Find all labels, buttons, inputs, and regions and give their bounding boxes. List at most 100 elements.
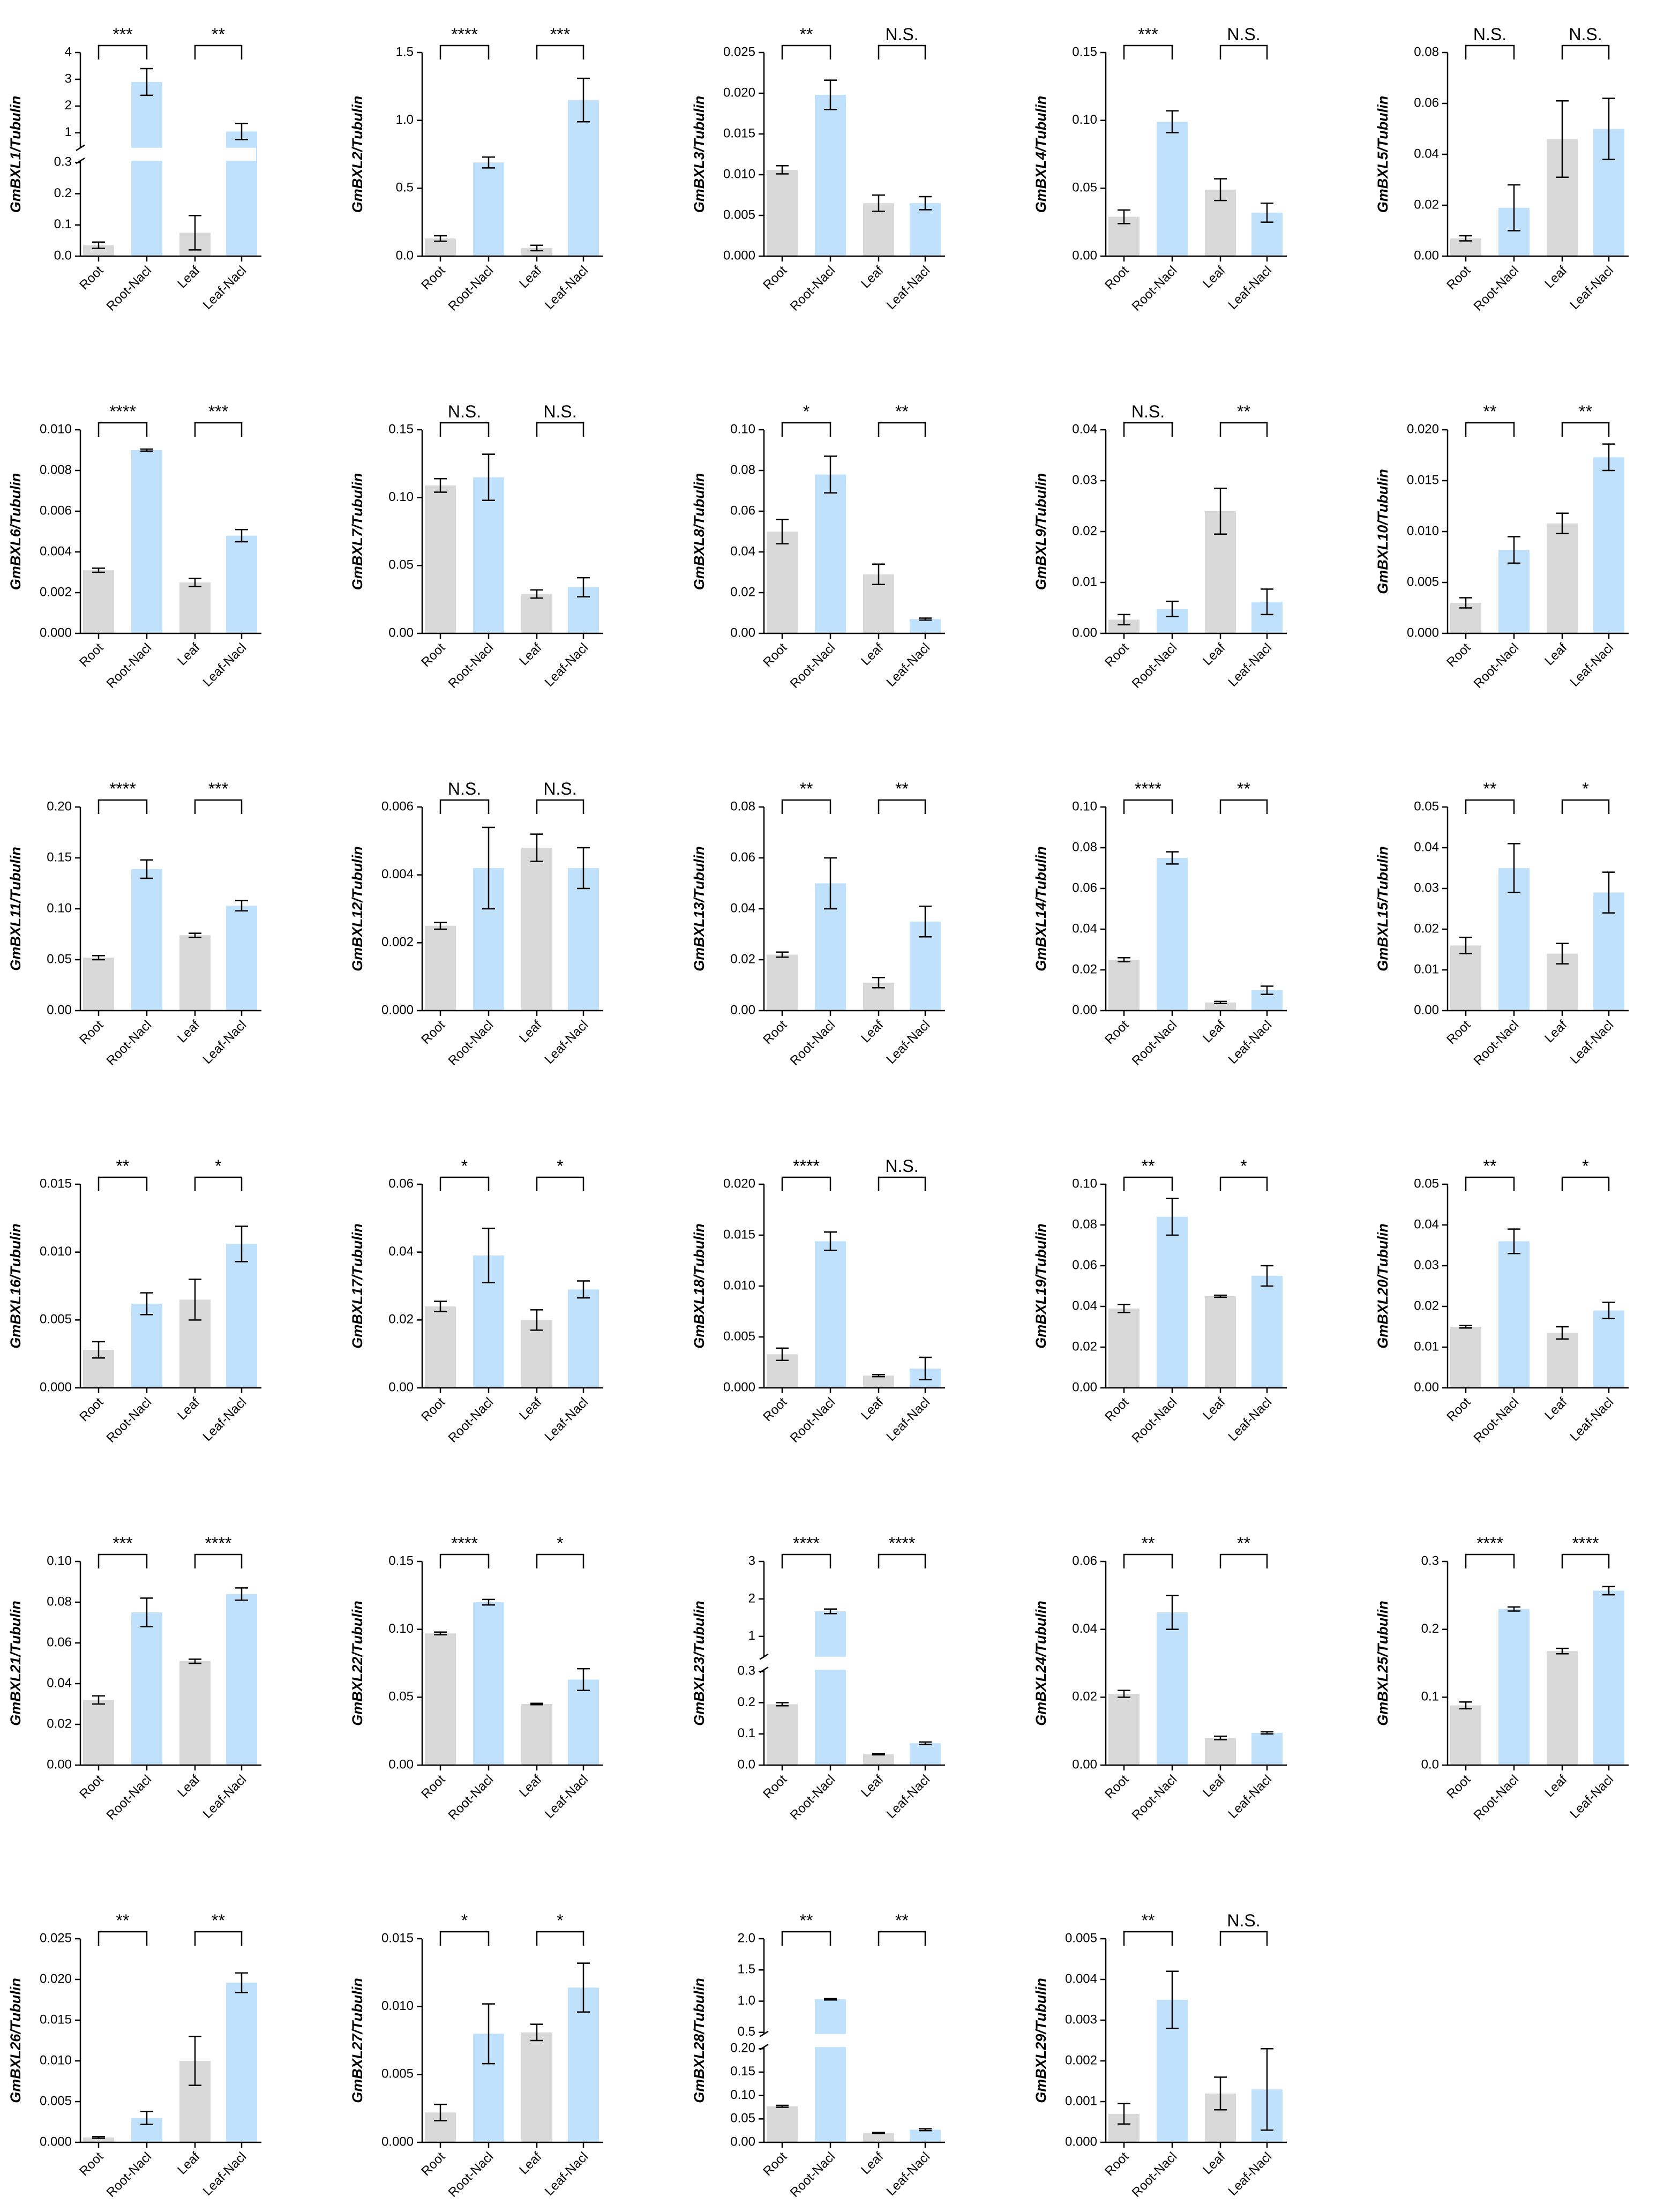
x-tick-label: Root-Nacl (788, 640, 838, 691)
bar (425, 925, 456, 1011)
error-bar (1508, 843, 1520, 893)
y-tick-label: 0.03 (1072, 473, 1097, 487)
error-bar (434, 1301, 447, 1312)
y-tick-label: 0.000 (40, 1380, 72, 1394)
y-tick-label: 0.05 (730, 2111, 755, 2126)
significance-label: * (803, 402, 809, 421)
y-tick-label: 0.03 (1414, 1258, 1439, 1272)
x-tick-label: Root-Nacl (104, 1018, 155, 1068)
significance-label: **** (793, 1156, 820, 1176)
error-bar (776, 165, 789, 175)
significance-bracket (878, 1931, 926, 1946)
bar-chart: GmBXL24/Tubulin 0.00 0.02 0.04 0.06 RootRoot-… (1033, 1534, 1287, 1823)
error-bar (189, 1279, 201, 1321)
bar (1205, 1002, 1236, 1011)
x-tick-label: Leaf-Nacl (200, 263, 250, 312)
significance-bracket (98, 1553, 148, 1568)
y-tick-label: 0.15 (47, 850, 72, 864)
bar (83, 958, 114, 1011)
bar-chart: GmBXL9/Tubulin 0.00 0.01 0.02 0.03 0.04 RootRo… (1033, 402, 1287, 691)
x-tick-label: Root (1102, 640, 1131, 670)
x-tick-label: Leaf (858, 640, 886, 668)
bar (131, 81, 162, 257)
x-tick-label: Leaf-Nacl (1568, 1395, 1617, 1444)
y-tick-label: 2 (748, 1591, 755, 1605)
x-tick-label: Root-Nacl (788, 1395, 838, 1446)
error-bar (824, 1231, 837, 1251)
y-tick-label: 0.04 (1072, 1621, 1097, 1636)
error-bar (1214, 1000, 1227, 1004)
y-axis-label: GmBXL11/Tubulin (8, 847, 24, 971)
error-bar (530, 1309, 543, 1331)
y-tick-label: 0.000 (723, 1380, 755, 1394)
bar (1251, 1732, 1283, 1765)
y-tick-label: 0.010 (40, 2053, 72, 2067)
x-tick-label: Leaf-Nacl (1226, 263, 1275, 312)
significance-bracket (878, 1176, 926, 1191)
bar (83, 1700, 114, 1765)
y-tick-label: 0.00 (388, 1757, 414, 1772)
y-tick-label: 3 (748, 1553, 755, 1568)
bar (1498, 1241, 1530, 1388)
y-tick-label: 0.010 (40, 1244, 72, 1259)
significance-bracket (1123, 1931, 1173, 1946)
y-tick-label: 0.5 (396, 181, 414, 195)
x-tick-label: Leaf-Nacl (1568, 640, 1617, 690)
y-tick-label: 0.006 (381, 799, 414, 813)
y-tick-label: 0.000 (381, 1003, 414, 1017)
significance-label: ** (1579, 402, 1592, 421)
x-tick-label: Root-Nacl (104, 640, 155, 691)
x-tick-label: Leaf (858, 1772, 886, 1800)
y-tick-label: 0.10 (47, 901, 72, 915)
bar (568, 1679, 599, 1765)
error-bar (919, 617, 932, 621)
error-bar (577, 847, 590, 890)
x-tick-label: Leaf-Nacl (1226, 1772, 1275, 1821)
y-tick-label: 0.0 (1421, 1757, 1439, 1772)
y-axis-label: GmBXL3/Tubulin (691, 96, 707, 213)
error-bar (577, 1280, 590, 1299)
significance-bracket (536, 1176, 584, 1191)
bar (226, 535, 257, 633)
error-bar (1459, 936, 1472, 954)
y-tick-label: 0.10 (1072, 799, 1097, 813)
x-tick-label: Leaf (1200, 1772, 1228, 1800)
x-tick-label: Root (760, 2149, 790, 2179)
bar (473, 162, 504, 256)
error-bar (776, 518, 789, 545)
bar-chart: GmBXL16/Tubulin 0.000 0.005 0.010 0.015 RootR… (8, 1156, 261, 1446)
error-bar (530, 244, 543, 252)
y-tick-label: 0.08 (1072, 1217, 1097, 1231)
y-tick-label: 0.02 (1414, 921, 1439, 936)
error-bar (482, 1598, 495, 1606)
y-tick-label: 0.10 (388, 490, 414, 504)
bar (1593, 457, 1624, 633)
x-tick-label: Root-Nacl (1129, 640, 1180, 691)
significance-bracket (1561, 799, 1610, 814)
bar (767, 169, 798, 256)
x-tick-label: Root-Nacl (1129, 1772, 1180, 1823)
bar (425, 1306, 456, 1388)
y-tick-label: 0.05 (388, 558, 414, 572)
bar-chart: GmBXL28/Tubulin 0.00 0.05 0.10 0.15 0.20 0.5 1.… (691, 1911, 945, 2200)
y-axis-label: GmBXL27/Tubulin (349, 1978, 365, 2103)
significance-label: * (557, 1534, 563, 1553)
bar-chart: GmBXL17/Tubulin 0.00 0.02 0.04 0.06 RootRoot-… (349, 1156, 603, 1446)
bar-chart: GmBXL20/Tubulin 0.00 0.01 0.02 0.03 0.04 0.05 R… (1375, 1156, 1629, 1446)
error-bar (1166, 110, 1179, 133)
significance-bracket (878, 799, 926, 814)
error-bar (1602, 1302, 1615, 1320)
x-tick-label: Root-Nacl (1471, 1018, 1522, 1068)
y-tick-label: 0.06 (730, 850, 755, 864)
x-tick-label: Leaf-Nacl (200, 1395, 250, 1444)
y-tick-label: 0.00 (730, 625, 755, 640)
error-bar (1556, 943, 1569, 965)
y-tick-label: 0.08 (730, 462, 755, 477)
bar (910, 203, 941, 256)
y-tick-label: 0.005 (40, 2094, 72, 2108)
y-tick-label: 2.0 (738, 1931, 755, 1945)
x-tick-label: Leaf-Nacl (542, 640, 591, 690)
y-axis-label: GmBXL14/Tubulin (1033, 846, 1049, 972)
x-tick-label: Root-Nacl (1471, 640, 1522, 691)
x-tick-label: Leaf-Nacl (542, 263, 591, 312)
